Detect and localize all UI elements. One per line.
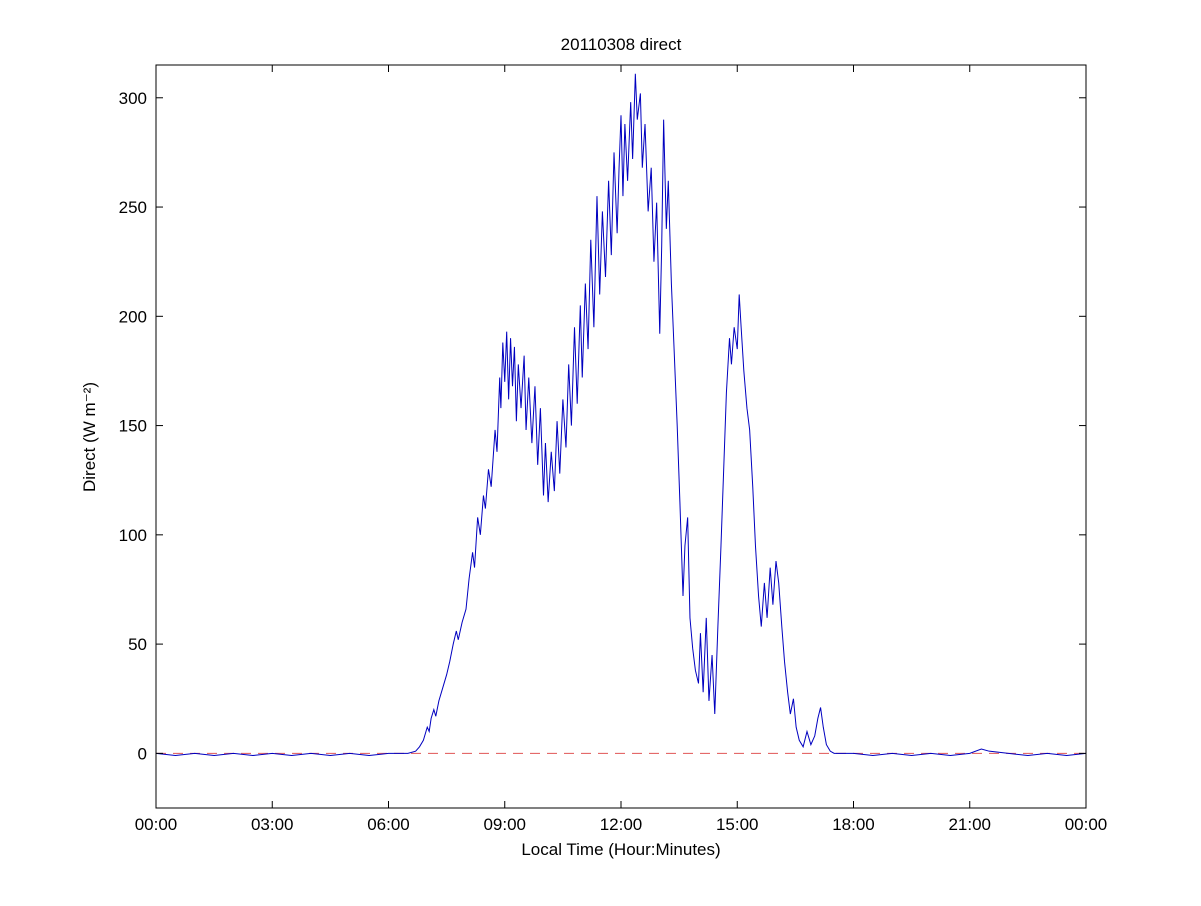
axes-box [155, 64, 1087, 809]
plot-area: 00:00 03:00 06:00 09:00 12:00 15:00 18:00 21:00… [119, 64, 1108, 834]
x-tick-label: 00:00 [135, 815, 178, 834]
x-tick-label: 21:00 [948, 815, 991, 834]
x-tick-label: 09:00 [483, 815, 526, 834]
y-tick-label: 200 [119, 307, 147, 326]
y-axis-label: Direct (W m⁻²) [80, 382, 99, 492]
x-tick-label: 12:00 [600, 815, 643, 834]
series-direct-irradiance [155, 73, 1087, 757]
x-tick-label: 06:00 [367, 815, 410, 834]
y-tick-label: 0 [138, 744, 147, 763]
x-tick-label: 18:00 [832, 815, 875, 834]
x-axis-label: Local Time (Hour:Minutes) [521, 840, 720, 859]
y-tick-label: 250 [119, 198, 147, 217]
y-tick-label: 50 [128, 635, 147, 654]
chart-title: 20110308 direct [561, 35, 682, 54]
y-tick-label: 150 [119, 417, 147, 436]
x-tick-label: 03:00 [251, 815, 294, 834]
y-tick-label: 100 [119, 526, 147, 545]
x-tick-label: 15:00 [716, 815, 759, 834]
y-tick-label: 300 [119, 89, 147, 108]
x-tick-label: 00:00 [1065, 815, 1108, 834]
